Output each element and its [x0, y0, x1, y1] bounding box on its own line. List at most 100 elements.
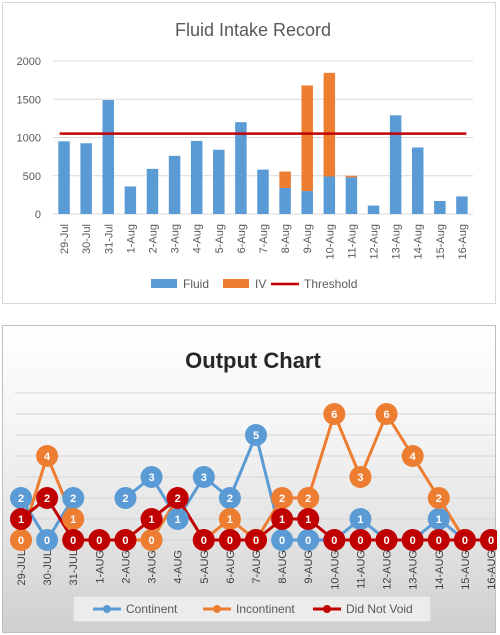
- data-label-did-not-void: 1: [279, 514, 285, 526]
- x-tick-label: 10-AUG: [329, 550, 341, 590]
- data-point-incontinent: [218, 508, 241, 530]
- bar-fluid: [456, 196, 468, 214]
- chart-title: Output Chart: [185, 348, 321, 373]
- data-label-continent: 0: [44, 535, 50, 547]
- x-tick-label: 8-Aug: [280, 224, 292, 253]
- data-label-did-not-void: 0: [96, 535, 102, 547]
- legend-label-did-not-void: Did Not Void: [346, 602, 413, 616]
- bar-fluid: [434, 200, 446, 214]
- chart-title: Fluid Intake Record: [175, 20, 331, 40]
- data-point-did-not-void: [245, 529, 267, 551]
- data-label-continent: 2: [70, 493, 76, 505]
- x-tick-label: 1-Aug: [125, 224, 137, 253]
- data-label-did-not-void: 2: [44, 493, 50, 505]
- data-point-did-not-void: [297, 508, 320, 530]
- data-label-incontinent: 0: [148, 535, 154, 547]
- bar-fluid: [301, 191, 313, 214]
- bar-fluid: [146, 168, 159, 214]
- data-point-continent: [245, 424, 267, 446]
- legend-label-iv: IV: [255, 277, 266, 291]
- data-label-incontinent: 3: [357, 472, 363, 484]
- bar-fluid: [323, 176, 336, 214]
- data-point-did-not-void: [62, 529, 85, 551]
- x-tick-label: 9-Aug: [302, 224, 314, 253]
- data-point-did-not-void: [88, 529, 111, 551]
- chart-legend: Continent Incontinent Did Not Void: [72, 595, 432, 623]
- x-tick-label: 6-AUG: [225, 550, 237, 584]
- x-tick-label: 31-JUL: [68, 550, 80, 585]
- data-point-did-not-void: [271, 508, 294, 530]
- data-point-continent: [349, 508, 372, 530]
- bar-fluid: [279, 187, 291, 214]
- data-label-incontinent: 1: [227, 514, 233, 526]
- x-tick-label: 14-AUG: [434, 550, 446, 590]
- y-tick-label: 1500: [17, 94, 41, 106]
- bar-fluid: [168, 155, 181, 214]
- bar-fluid: [235, 122, 247, 214]
- data-point-continent: [36, 529, 59, 551]
- bar-fluid: [190, 140, 203, 214]
- data-label-did-not-void: 2: [175, 493, 181, 505]
- bar-iv: [345, 175, 358, 178]
- data-point-continent: [166, 508, 189, 530]
- data-label-incontinent: 4: [44, 451, 51, 463]
- x-tick-label: 9-AUG: [303, 550, 315, 584]
- legend-label-threshold: Threshold: [304, 277, 357, 291]
- legend-swatch-iv: [223, 279, 249, 288]
- y-tick-label: 0: [35, 209, 41, 221]
- fluid-intake-chart: Fluid Intake Record 0 500 1000 1500 2000 29-…: [2, 2, 496, 304]
- data-point-did-not-void: [192, 529, 215, 551]
- x-tick-label: 8-AUG: [277, 550, 289, 584]
- y-tick-label: 500: [23, 171, 41, 183]
- data-point-incontinent: [401, 445, 424, 467]
- data-label-continent: 0: [305, 535, 311, 547]
- output-chart: Output Chart 202231325000100100041002010…: [2, 325, 497, 633]
- x-tick-label: 4-AUG: [173, 550, 185, 584]
- data-point-did-not-void: [166, 487, 189, 509]
- data-point-continent: [114, 487, 137, 509]
- data-label-continent: 2: [122, 493, 128, 505]
- x-tick-label: 10-Aug: [324, 224, 336, 259]
- data-label-did-not-void: 0: [410, 535, 416, 547]
- bar-fluid: [257, 169, 269, 214]
- data-point-did-not-void: [10, 508, 32, 530]
- bar-fluid: [58, 141, 70, 214]
- data-label-incontinent: 2: [436, 493, 442, 505]
- x-tick-label: 15-AUG: [460, 550, 472, 590]
- x-tick-label: 4-Aug: [192, 224, 204, 253]
- x-tick-label: 5-Aug: [214, 224, 226, 253]
- data-label-continent: 2: [227, 493, 233, 505]
- x-tick-label: 11-AUG: [355, 550, 367, 589]
- x-tick-label: 6-Aug: [236, 224, 248, 253]
- data-label-did-not-void: 1: [305, 514, 311, 526]
- data-point-incontinent: [36, 445, 59, 467]
- data-label-did-not-void: 0: [70, 535, 76, 547]
- data-label-did-not-void: 0: [227, 535, 233, 547]
- data-label-incontinent: 2: [279, 493, 285, 505]
- data-point-continent: [62, 487, 85, 509]
- data-point-did-not-void: [36, 487, 59, 509]
- data-point-incontinent: [62, 508, 85, 530]
- bar-fluid: [411, 147, 424, 214]
- x-tick-label: 12-AUG: [382, 550, 394, 590]
- legend-label-continent: Continent: [126, 602, 178, 616]
- data-label-continent: 1: [175, 514, 181, 526]
- data-label-did-not-void: 0: [331, 535, 337, 547]
- data-point-continent: [271, 529, 294, 551]
- legend-marker-did-not-void: [323, 605, 331, 613]
- data-label-continent: 1: [357, 514, 363, 526]
- data-label-did-not-void: 0: [122, 535, 128, 547]
- data-label-incontinent: 2: [305, 493, 311, 505]
- legend-swatch-fluid: [151, 279, 177, 288]
- chart-legend: Fluid IV Threshold: [151, 277, 357, 291]
- x-tick-label: 14-Aug: [413, 224, 425, 259]
- data-point-incontinent: [427, 487, 450, 509]
- bar-fluid: [213, 149, 225, 214]
- x-tick-label: 30-Jul: [81, 224, 93, 254]
- bar-fluid: [345, 177, 358, 214]
- data-label-did-not-void: 0: [201, 535, 207, 547]
- data-label-incontinent: 6: [331, 409, 337, 421]
- x-tick-label: 3-AUG: [147, 550, 159, 584]
- data-point-incontinent: [10, 529, 32, 551]
- x-tick-label: 5-AUG: [199, 550, 211, 584]
